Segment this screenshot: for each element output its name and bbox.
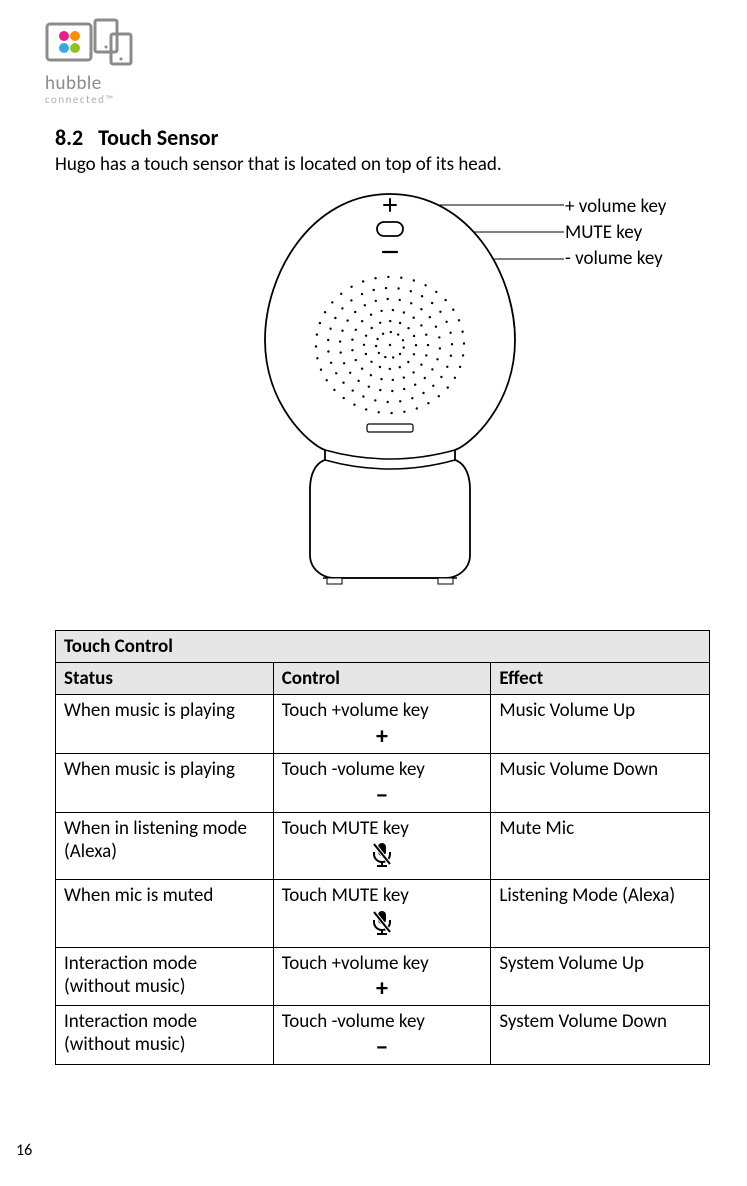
cell-control: Touch +volume key+: [273, 947, 491, 1006]
hubble-logo-icon: [45, 18, 135, 70]
cell-status: When music is playing: [56, 753, 274, 812]
cell-effect: System Volume Up: [491, 947, 710, 1006]
brand-tagline: connected™: [45, 93, 702, 106]
plus-icon: +: [282, 977, 483, 1001]
cell-control: Touch MUTE key: [273, 812, 491, 880]
page-number: 16: [16, 1141, 32, 1160]
table-row: When music is playingTouch +volume key+M…: [56, 695, 710, 754]
section-title: Touch Sensor: [98, 124, 218, 151]
plus-icon: +: [282, 725, 483, 749]
device-diagram: + volume key MUTE key - volume key: [45, 190, 702, 600]
section-number: 8.2: [55, 124, 83, 151]
callout-labels: + volume key MUTE key - volume key: [565, 194, 666, 273]
table-title: Touch Control: [56, 631, 710, 663]
brand-logo: hubble connected™: [45, 18, 702, 106]
cell-status: Interaction mode (without music): [56, 947, 274, 1006]
callout-mute: MUTE key: [565, 220, 666, 246]
col-header-control: Control: [273, 663, 491, 695]
cell-effect: Music Volume Up: [491, 695, 710, 754]
cell-effect: Mute Mic: [491, 812, 710, 880]
col-header-status: Status: [56, 663, 274, 695]
cell-status: When mic is muted: [56, 880, 274, 948]
device-illustration: [255, 190, 525, 590]
table-row: Interaction mode (without music)Touch +v…: [56, 947, 710, 1006]
callout-minus-volume: - volume key: [565, 246, 666, 272]
cell-effect: System Volume Down: [491, 1006, 710, 1065]
brand-name: hubble: [45, 72, 702, 95]
cell-control: Touch MUTE key: [273, 880, 491, 948]
cell-effect: Listening Mode (Alexa): [491, 880, 710, 948]
cell-status: When in listening mode (Alexa): [56, 812, 274, 880]
table-row: Interaction mode (without music)Touch -v…: [56, 1006, 710, 1065]
minus-icon: −: [282, 784, 483, 808]
table-row: When in listening mode (Alexa)Touch MUTE…: [56, 812, 710, 880]
mic-mute-icon: [282, 842, 483, 875]
cell-control: Touch +volume key+: [273, 695, 491, 754]
section-heading: 8.2 Touch Sensor: [55, 124, 702, 151]
callout-plus-volume: + volume key: [565, 194, 666, 220]
touch-control-table: Touch Control Status Control Effect When…: [55, 630, 710, 1065]
mic-mute-icon: [282, 910, 483, 943]
cell-control: Touch -volume key−: [273, 753, 491, 812]
cell-control: Touch -volume key−: [273, 1006, 491, 1065]
cell-status: When music is playing: [56, 695, 274, 754]
intro-text: Hugo has a touch sensor that is located …: [55, 153, 702, 176]
col-header-effect: Effect: [491, 663, 710, 695]
cell-status: Interaction mode (without music): [56, 1006, 274, 1065]
table-row: When mic is mutedTouch MUTE keyListening…: [56, 880, 710, 948]
cell-effect: Music Volume Down: [491, 753, 710, 812]
table-row: When music is playingTouch -volume key−M…: [56, 753, 710, 812]
minus-icon: −: [282, 1036, 483, 1060]
